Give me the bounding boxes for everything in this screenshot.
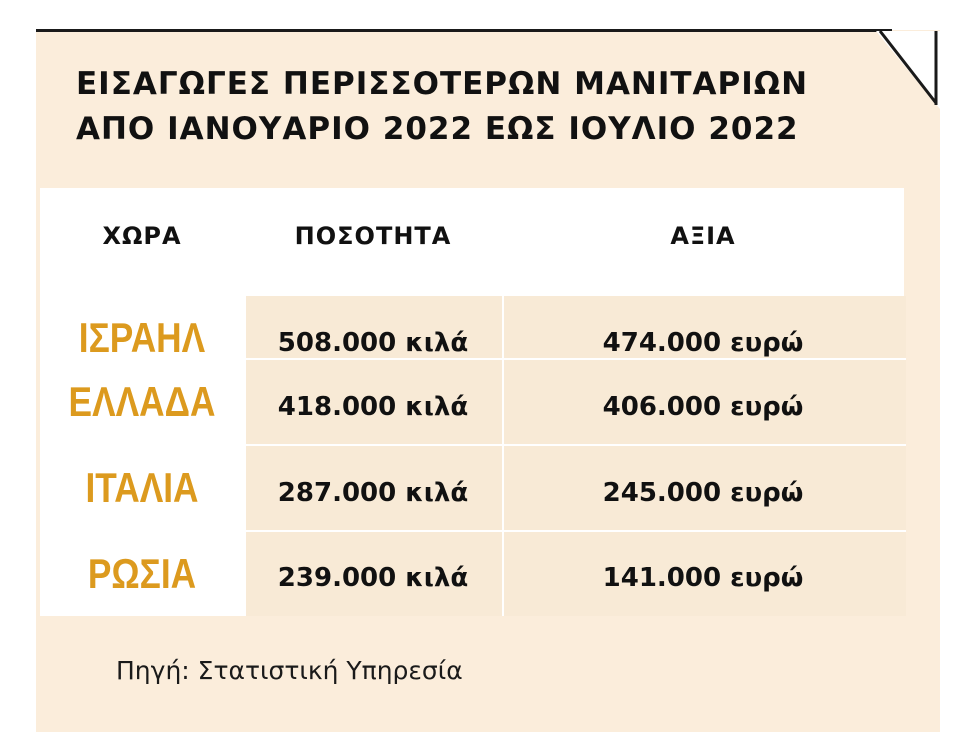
data-grid bbox=[244, 296, 906, 616]
quantity-cell: 239.000 κιλά bbox=[277, 563, 469, 593]
column-divider bbox=[502, 296, 504, 616]
header-value: ΑΞΙΑ bbox=[670, 222, 736, 250]
country-greece: ΕΛΛΑΔΑ bbox=[68, 378, 216, 425]
source-note: Πηγή: Στατιστική Υπηρεσία bbox=[116, 656, 463, 685]
quantity-cell: 418.000 κιλά bbox=[277, 392, 469, 422]
page-title: ΕΙΣΑΓΩΓΕΣ ΠΕΡΙΣΣΟΤΕΡΩΝ ΜΑΝΙΤΑΡΙΩΝ ΑΠΟ ΙΑ… bbox=[76, 62, 808, 152]
row-divider bbox=[246, 358, 906, 360]
value-cell: 245.000 ευρώ bbox=[602, 478, 804, 508]
country-italy: ΙΤΑΛΙΑ bbox=[85, 464, 199, 511]
header-country: ΧΩΡΑ bbox=[102, 222, 182, 250]
country-israel: ΙΣΡΑΗΛ bbox=[78, 314, 206, 361]
title-line-2: ΑΠΟ ΙΑΝΟΥΑΡΙΟ 2022 ΕΩΣ ΙΟΥΛΙΟ 2022 bbox=[76, 111, 799, 147]
value-cell: 474.000 ευρώ bbox=[602, 328, 804, 358]
country-column-background bbox=[40, 296, 244, 616]
quantity-cell: 287.000 κιλά bbox=[277, 478, 469, 508]
row-divider bbox=[246, 530, 906, 532]
header-quantity: ΠΟΣΟΤΗΤΑ bbox=[294, 222, 452, 250]
country-russia: ΡΩΣΙΑ bbox=[87, 550, 197, 597]
quantity-cell: 508.000 κιλά bbox=[277, 328, 469, 358]
table-header-background bbox=[40, 188, 904, 296]
top-rule bbox=[36, 29, 892, 32]
value-cell: 141.000 ευρώ bbox=[602, 563, 804, 593]
title-line-1: ΕΙΣΑΓΩΓΕΣ ΠΕΡΙΣΣΟΤΕΡΩΝ ΜΑΝΙΤΑΡΙΩΝ bbox=[76, 66, 809, 102]
value-cell: 406.000 ευρώ bbox=[602, 392, 804, 422]
corner-fold-decoration bbox=[876, 30, 940, 109]
row-divider bbox=[246, 444, 906, 446]
